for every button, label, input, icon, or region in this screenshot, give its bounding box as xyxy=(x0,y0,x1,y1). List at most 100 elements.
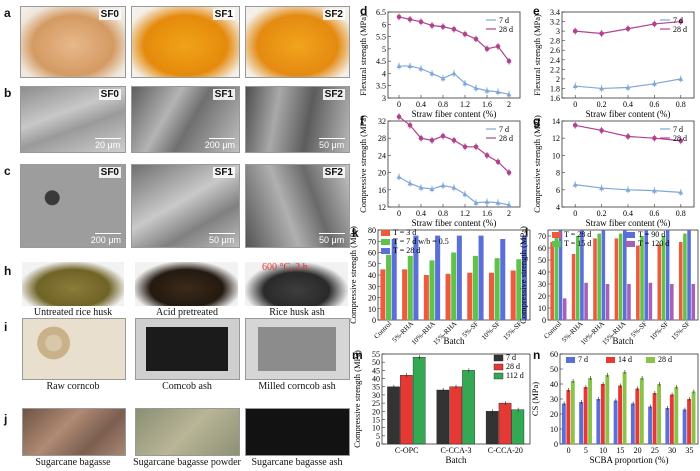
data-point-f xyxy=(396,174,402,179)
x-tick-label-f: 1.6 xyxy=(482,209,492,218)
data-point-d xyxy=(495,89,501,94)
legend-label-k: T = 3 d xyxy=(393,228,416,237)
sem-photo-b-sf1: SF1 200 μm xyxy=(131,86,240,153)
data-point-f xyxy=(495,200,501,205)
data-point-g xyxy=(599,128,604,133)
y-tick-label-n: 60 xyxy=(550,350,558,359)
caption-bagasse-ash: Sugarcane bagasse ash xyxy=(251,457,343,468)
bar-l xyxy=(618,233,623,320)
y-tick-label-g: 6 xyxy=(556,186,560,195)
x-tick-label-e: 0 xyxy=(573,100,577,109)
data-point-f xyxy=(440,183,446,188)
bar-l xyxy=(691,284,696,320)
bar-l xyxy=(562,298,567,320)
x-axis-label-f: Straw fiber content (%) xyxy=(412,218,497,228)
y-tick-label-g: 14 xyxy=(552,117,560,126)
bar-m xyxy=(449,386,463,445)
legend-label-l: T = 15 d xyxy=(564,239,591,248)
y-axis-label-k: Compressive strength (MPa) xyxy=(348,226,358,324)
data-point-f xyxy=(418,185,424,190)
y-tick-label-e: 3 xyxy=(556,27,560,36)
x-tick-label-d: 0.4 xyxy=(416,100,426,109)
sample-tag: SF0 xyxy=(98,89,121,100)
caption-untreated-rice-husk: Untreated rice husk xyxy=(33,307,113,318)
bar-l xyxy=(665,230,670,320)
bar-n xyxy=(635,388,640,444)
x-tick-label-e: 0.6 xyxy=(649,100,659,109)
x-axis-label-k: Batch xyxy=(444,336,465,346)
bar-l xyxy=(597,233,601,320)
legend-swatch-m xyxy=(493,354,504,362)
scale-bar: 50 μm xyxy=(209,235,235,245)
bar-n xyxy=(648,406,653,444)
sample-tag: SF2 xyxy=(322,89,345,100)
bar-k xyxy=(516,259,522,320)
raw-corncob-photo xyxy=(22,318,126,380)
data-point-d xyxy=(451,26,457,32)
x-tick-label-d: 1.6 xyxy=(482,100,492,109)
legend-swatch-l xyxy=(552,232,561,238)
data-point-f xyxy=(451,185,457,190)
y-tick-label-g: 10 xyxy=(552,151,560,160)
y-tick-label-k: 20 xyxy=(368,294,376,303)
sample-tag: SF2 xyxy=(322,9,345,20)
bar-n xyxy=(687,399,692,444)
data-point-d xyxy=(407,17,413,22)
bar-n xyxy=(588,378,593,444)
bar-k xyxy=(386,254,392,320)
y-tick-label-k: 50 xyxy=(368,260,376,269)
bar-n xyxy=(579,402,584,444)
bar-m xyxy=(511,409,525,445)
bar-n xyxy=(613,400,618,444)
data-point-g xyxy=(651,188,657,193)
legend-label-l: T = 120 d xyxy=(638,239,669,248)
y-tick-label-k: 30 xyxy=(368,282,376,291)
data-point-f xyxy=(440,133,446,139)
legend-label-n: 28 d xyxy=(658,355,672,364)
y-tick-label-m: 35 xyxy=(372,383,380,392)
bar-l xyxy=(657,244,662,320)
bar-l xyxy=(636,245,640,320)
data-point-e xyxy=(625,26,631,32)
y-tick-label-d: 5 xyxy=(382,45,386,54)
legend-label-m: 28 d xyxy=(506,362,520,371)
y-tick-label-n: 10 xyxy=(550,425,558,434)
legend-swatch-k xyxy=(381,230,390,236)
bar-n xyxy=(605,375,610,444)
sample-tag: SF1 xyxy=(212,9,235,20)
milled-ash-tray xyxy=(258,327,336,371)
x-tick-label-n: 20 xyxy=(634,446,642,455)
sample-tag: SF0 xyxy=(98,9,121,20)
x-tick-label-n: 30 xyxy=(668,446,676,455)
bar-k xyxy=(488,272,495,320)
data-point-e xyxy=(599,85,605,91)
y-axis-label-l: Compressive strength (MPa) xyxy=(518,226,528,324)
bar-k xyxy=(413,235,419,320)
data-point-d xyxy=(396,63,402,69)
panel-label-f: f xyxy=(360,114,364,128)
y-tick-label-d: 5.5 xyxy=(376,33,386,42)
x-tick-label-d: 0 xyxy=(397,100,401,109)
x-tick-label-l: 10%-SF xyxy=(648,320,670,342)
y-tick-label-e: 2.8 xyxy=(550,37,560,46)
data-point-d xyxy=(462,80,468,86)
data-point-g xyxy=(652,135,657,141)
y-tick-label-k: 60 xyxy=(368,249,376,258)
bar-k xyxy=(380,269,386,320)
y-tick-label-d: 4.5 xyxy=(376,57,386,66)
data-point-g xyxy=(599,185,605,191)
bar-n xyxy=(669,394,674,444)
data-point-e xyxy=(572,28,578,34)
legend-label-d: 28 d xyxy=(499,25,513,34)
bar-l xyxy=(554,232,559,320)
legend-label-f: 7 d xyxy=(499,125,509,134)
data-point-g xyxy=(625,134,631,139)
bar-k xyxy=(467,272,473,320)
bar-n xyxy=(682,409,687,444)
y-tick-label-l: 0 xyxy=(542,316,546,325)
data-point-e xyxy=(678,76,684,81)
y-tick-label-e: 3.4 xyxy=(550,8,560,17)
legend-label-d: 7 d xyxy=(499,16,509,25)
sem-photo-b-sf0: SF0 20 μm xyxy=(20,86,126,153)
data-point-e xyxy=(625,84,631,90)
